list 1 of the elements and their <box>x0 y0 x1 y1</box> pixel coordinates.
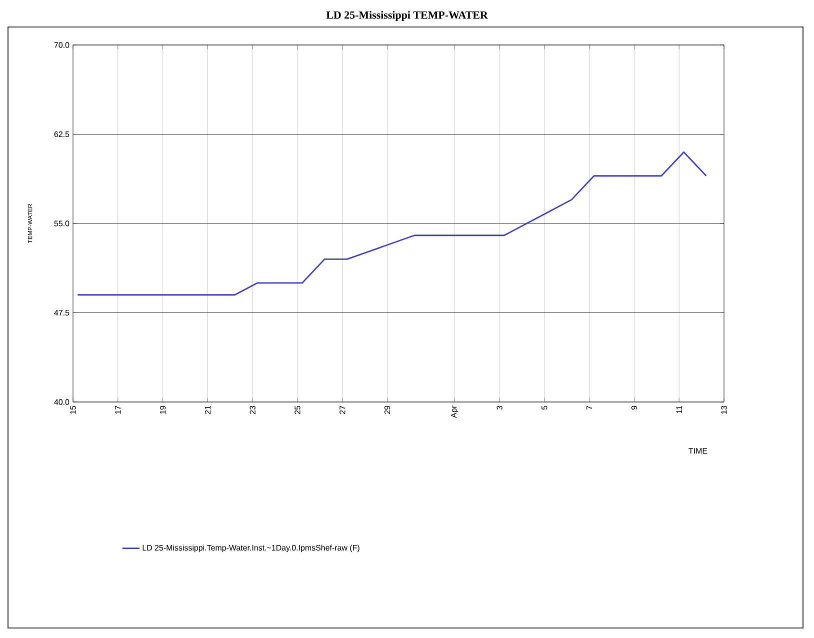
chart-title: LD 25-Mississippi TEMP-WATER <box>326 11 488 21</box>
